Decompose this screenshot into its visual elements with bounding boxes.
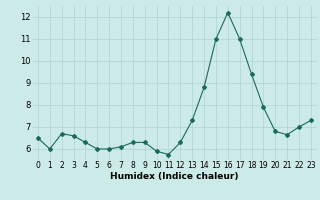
X-axis label: Humidex (Indice chaleur): Humidex (Indice chaleur) <box>110 172 239 181</box>
